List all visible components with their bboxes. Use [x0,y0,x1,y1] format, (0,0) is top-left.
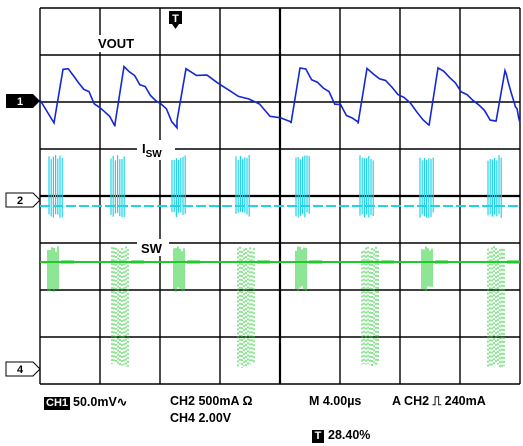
timebase-readout: M 4.00µs [309,394,362,408]
trigger-position-marker[interactable]: T [169,11,182,29]
ch4-marker[interactable]: 4 [5,361,41,377]
isw-label-sub: SW [146,149,163,160]
trigger-position-readout: T 28.40% [312,428,370,443]
ch1-marker[interactable]: 1 [6,94,40,108]
trigger-readout: A CH2 ⎍ 240mA [392,394,486,409]
sw-label: SW [141,241,163,256]
trigger-position-tag: T [312,430,324,443]
ch2-marker-text: 2 [17,195,23,207]
isw-waveform [40,155,520,218]
ch1-tag: CH1 [44,397,71,410]
ch2-marker[interactable]: 2 [5,192,41,208]
isw-label-main: I [142,141,146,156]
ch1-marker-text: 1 [17,96,23,108]
ch1-readout: CH1 50.0mV∿ [44,394,127,410]
graticule [39,7,521,385]
ch1-coupling-icon: ∿ [116,395,128,409]
ch1-scale: 50.0mV [73,395,117,409]
trigger-marker-text: T [172,13,179,25]
ch4-marker-text: 4 [17,364,24,376]
vout-label: VOUT [98,36,134,51]
ch2-readout: CH2 500mA Ω [170,394,253,408]
isw-label: ISW [142,141,162,160]
trigger-position-value: 28.40% [328,428,371,442]
rising-edge-icon: ⎍ [432,394,442,408]
trigger-level: 240mA [444,394,486,408]
ch4-readout: CH4 2.00V [170,411,232,425]
vout-waveform [39,64,521,130]
trigger-source: A CH2 [392,394,430,408]
sw-waveform [40,246,520,368]
